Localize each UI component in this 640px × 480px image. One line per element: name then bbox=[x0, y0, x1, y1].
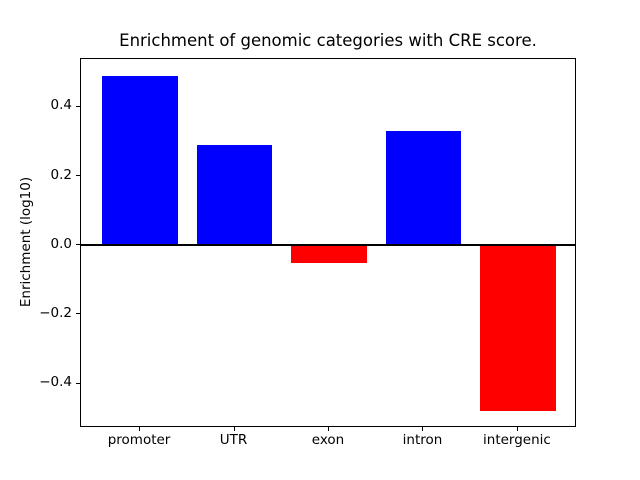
y-tick-mark bbox=[76, 175, 80, 177]
y-tick-label: −0.4 bbox=[39, 374, 72, 391]
chart-title: Enrichment of genomic categories with CR… bbox=[119, 31, 537, 50]
y-tick-label: 0.2 bbox=[50, 166, 72, 183]
x-tick-label-promoter: promoter bbox=[107, 432, 171, 448]
y-tick-mark bbox=[76, 313, 80, 315]
x-tick-mark bbox=[328, 427, 329, 431]
bar-UTR bbox=[196, 144, 273, 246]
y-tick-mark bbox=[76, 382, 80, 384]
x-tick-label-exon: exon bbox=[311, 432, 345, 448]
x-tick-mark bbox=[139, 427, 141, 431]
x-tick-mark bbox=[422, 427, 424, 431]
y-tick-label: −0.2 bbox=[39, 304, 72, 321]
x-tick-label-intergenic: intergenic bbox=[483, 432, 551, 448]
bar-exon bbox=[291, 245, 367, 263]
x-tick-mark bbox=[516, 427, 518, 431]
bar-intron bbox=[385, 131, 462, 246]
bar-intergenic bbox=[480, 245, 556, 412]
x-tick-label-intron: intron bbox=[402, 432, 443, 448]
y-tick-mark bbox=[76, 244, 80, 246]
y-tick-label: 0.0 bbox=[50, 235, 72, 252]
y-tick-mark bbox=[76, 105, 80, 107]
zero-line bbox=[81, 244, 575, 247]
bar-promoter bbox=[102, 75, 178, 246]
x-tick-mark bbox=[233, 427, 235, 431]
x-tick-label-UTR: UTR bbox=[219, 432, 248, 448]
y-tick-label: 0.4 bbox=[50, 97, 72, 114]
plot-area bbox=[80, 58, 576, 427]
